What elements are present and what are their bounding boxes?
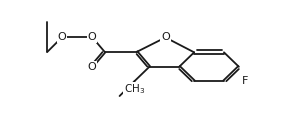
Text: O: O — [58, 32, 67, 42]
Text: CH$_3$: CH$_3$ — [124, 82, 145, 96]
Text: F: F — [242, 76, 249, 86]
Text: O: O — [88, 62, 96, 72]
Text: O: O — [88, 32, 96, 42]
Text: O: O — [161, 32, 170, 42]
